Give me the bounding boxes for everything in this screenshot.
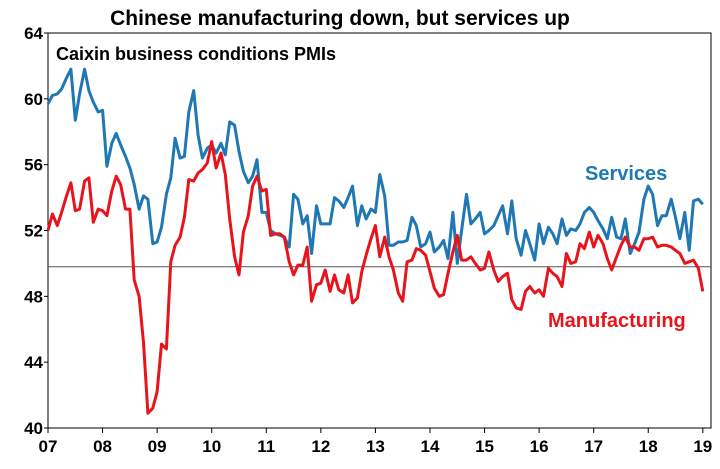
x-tick-label: 09 — [148, 437, 167, 456]
x-tick-label: 17 — [584, 437, 603, 456]
x-tick-label: 11 — [257, 437, 275, 456]
x-tick-label: 12 — [311, 437, 330, 456]
x-tick-label: 07 — [39, 437, 58, 456]
series-label-manufacturing: Manufacturing — [548, 310, 686, 332]
y-tick-label: 56 — [24, 156, 43, 175]
x-tick-label: 14 — [421, 437, 440, 456]
x-tick-label: 13 — [366, 437, 385, 456]
x-tick-label: 08 — [93, 437, 112, 456]
plot-area-frame — [47, 32, 712, 429]
y-axis: 40 44 48 52 56 60 64 — [24, 24, 48, 438]
x-axis: 07 08 09 10 11 12 13 14 15 16 17 18 19 — [39, 428, 712, 456]
x-tick-label: 16 — [530, 437, 549, 456]
y-tick-label: 64 — [24, 24, 43, 43]
series-line-services — [46, 67, 704, 265]
x-tick-label: 19 — [693, 437, 712, 456]
x-tick-label: 15 — [475, 437, 494, 456]
chart-title: Chinese manufacturing down, but services… — [110, 7, 570, 30]
x-tick-label: 18 — [639, 437, 658, 456]
y-tick-label: 48 — [24, 287, 43, 306]
y-tick-label: 44 — [24, 353, 43, 372]
series-label-services: Services — [585, 163, 667, 185]
x-tick-label: 10 — [202, 437, 221, 456]
series-line-manufacturing — [46, 140, 705, 415]
series-layer — [46, 67, 705, 415]
chart-subtitle: Caixin business conditions PMIs — [56, 44, 336, 64]
y-tick-label: 52 — [24, 222, 43, 241]
y-tick-label: 60 — [24, 90, 43, 109]
y-tick-label: 40 — [24, 419, 43, 438]
